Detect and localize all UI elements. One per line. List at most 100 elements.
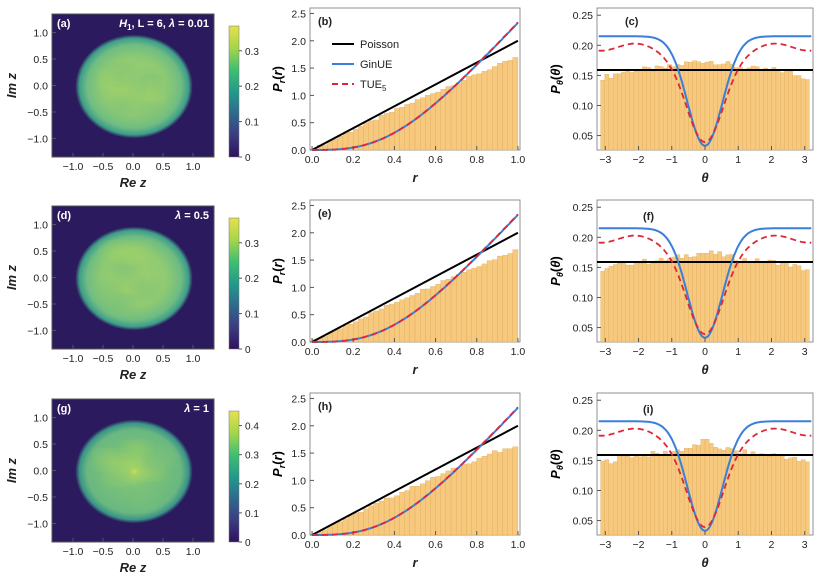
colorbar-tick-label: 0.4 <box>245 422 259 433</box>
histogram-bar <box>646 263 651 343</box>
histogram-bar <box>746 67 752 151</box>
panel-label: (f) <box>643 211 654 223</box>
histogram-bar <box>738 453 743 536</box>
x-axis-label: Re z <box>120 560 147 575</box>
histogram-bar <box>775 455 781 536</box>
histogram-bar <box>734 450 739 536</box>
histogram-bar <box>378 500 385 536</box>
x-tick-label: −1.0 <box>63 546 84 558</box>
legend-tue-label: TUE5 <box>360 79 387 93</box>
x-axis-label: θ <box>701 362 708 377</box>
x-tick-label: 0.5 <box>156 353 171 365</box>
histogram-bar <box>481 263 488 343</box>
tue-curve <box>598 427 812 529</box>
histogram-bar <box>608 266 614 343</box>
x-axis-label: r <box>412 362 418 377</box>
histogram-bar <box>642 66 647 151</box>
histogram-bar <box>734 67 739 151</box>
histogram-bar <box>742 258 747 343</box>
histogram-bar <box>608 78 614 151</box>
histogram-bar <box>461 272 467 343</box>
x-tick-label: 0.5 <box>156 161 171 173</box>
radial-panel: 0.0 0.2 0.4 0.6 0.8 1.0 0.0 0.5 1.0 1.5 2.0 2.5 r Pr(… <box>270 199 526 377</box>
y-tick-label: 0.15 <box>573 455 594 467</box>
y-tick-label: 2.5 <box>291 393 306 405</box>
histogram-bar <box>486 69 493 151</box>
histogram-bar <box>404 297 411 343</box>
x-tick-label: 0.4 <box>387 346 402 358</box>
y-tick-label: 1.0 <box>291 90 306 102</box>
x-tick-label: 3 <box>802 346 808 358</box>
histogram-bar <box>763 454 768 536</box>
y-tick-label: 0.0 <box>291 145 306 157</box>
ginue-curve <box>598 227 812 339</box>
histogram-bar <box>363 316 369 343</box>
histogram-bar <box>456 467 462 536</box>
colorbar-tick-label: 0.1 <box>245 509 259 520</box>
histogram-bar <box>419 288 426 343</box>
y-tick-label: −0.5 <box>27 107 48 119</box>
histogram-bar <box>771 453 777 536</box>
x-tick-label: 0.0 <box>305 539 320 551</box>
y-tick-label: 0.20 <box>573 425 594 437</box>
y-tick-label: 1.0 <box>291 475 306 487</box>
angular-panel: −3 −2 −1 0 1 2 3 0.05 0.10 0.15 0.20 0.25 θ Pθ(θ) (c) <box>548 7 814 185</box>
y-axis-label: Pθ(θ) <box>548 64 565 94</box>
histogram-bar <box>430 477 436 536</box>
y-tick-label: 0.0 <box>33 466 48 478</box>
y-tick-label: 0.25 <box>573 395 594 407</box>
y-tick-label: 0.15 <box>573 70 594 82</box>
panel-label: (i) <box>643 404 654 416</box>
histogram-bar <box>625 456 630 536</box>
y-tick-label: 1.5 <box>291 255 306 267</box>
histogram-bar <box>704 253 710 343</box>
y-axis-label: Pr(r) <box>270 66 287 92</box>
histogram-bar <box>456 274 462 343</box>
colorbar <box>228 410 240 543</box>
x-tick-label: 3 <box>802 539 808 551</box>
histogram-bar <box>600 460 605 536</box>
histogram-bar <box>373 503 380 536</box>
histogram-bar <box>671 66 676 151</box>
x-tick-label: 1.0 <box>511 346 526 358</box>
x-tick-label: 0 <box>702 154 708 166</box>
histogram-bar <box>492 259 498 343</box>
histogram-bar <box>788 457 793 536</box>
histogram-bar <box>805 461 810 536</box>
x-tick-label: 0.0 <box>126 161 141 173</box>
x-axis-label: r <box>412 555 418 570</box>
ginue-curve <box>598 35 812 147</box>
histogram-bar <box>792 457 798 536</box>
colorbar-tick-label: 0 <box>245 538 251 549</box>
histogram-bar <box>425 480 431 536</box>
histogram-bar <box>466 76 472 151</box>
histogram-bar <box>445 470 452 536</box>
histogram-bar <box>450 85 457 151</box>
x-tick-label: 1 <box>735 346 741 358</box>
histogram-bar <box>784 459 789 536</box>
histogram-bar <box>425 95 431 151</box>
y-tick-label: 0.20 <box>573 232 594 244</box>
panel-label: (h) <box>318 401 332 413</box>
x-tick-label: 0.0 <box>305 154 320 166</box>
x-tick-label: 0.6 <box>428 154 443 166</box>
histogram-bar <box>754 454 760 536</box>
x-tick-label: 0 <box>702 539 708 551</box>
histogram-bar <box>600 80 605 151</box>
histogram-bar <box>663 260 668 343</box>
histogram-bar <box>471 461 477 536</box>
histogram-bar <box>667 64 672 151</box>
histogram-bar <box>476 266 483 343</box>
y-tick-label: 2.0 <box>291 421 306 433</box>
colorbar <box>228 25 240 158</box>
histogram-bar <box>466 269 472 343</box>
histogram-bar <box>612 461 618 536</box>
histogram-bar <box>638 263 643 343</box>
histogram-bar <box>754 66 760 151</box>
histogram-bar <box>450 467 457 536</box>
y-axis-label: Pr(r) <box>270 258 287 284</box>
histogram-bar <box>734 260 739 343</box>
histogram-bar <box>389 303 395 343</box>
colorbar-tick-label: 0.1 <box>245 118 259 129</box>
histogram-bar <box>409 295 416 343</box>
